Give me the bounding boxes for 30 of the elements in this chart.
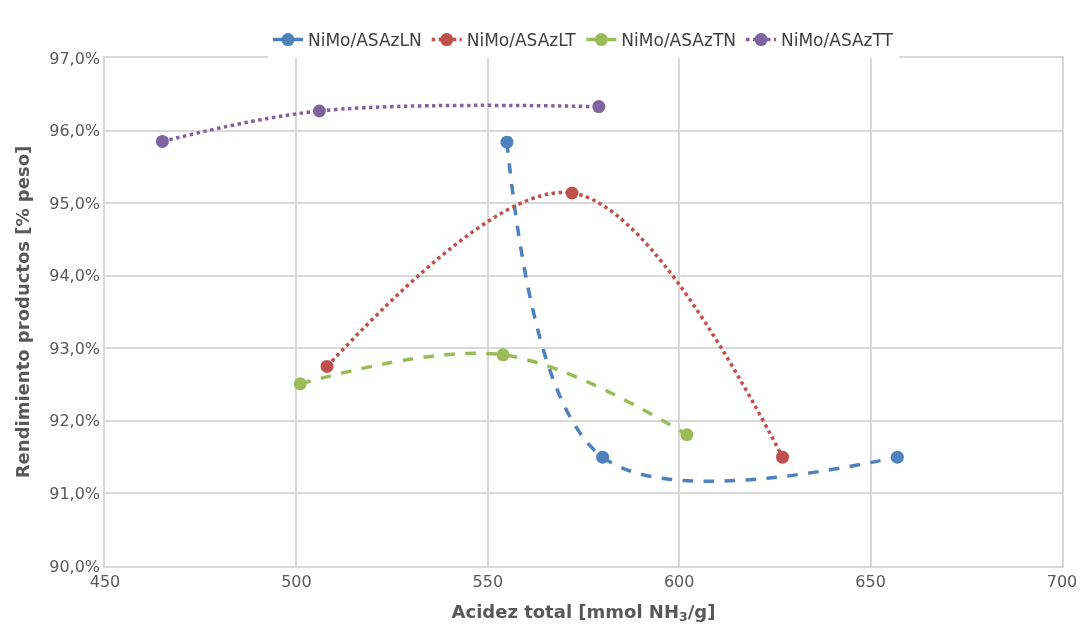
point bbox=[496, 348, 510, 362]
x-tick-label: 550 bbox=[472, 571, 504, 591]
point bbox=[890, 450, 904, 464]
legend-label: NiMo/ASAzTT bbox=[781, 30, 894, 51]
point bbox=[312, 104, 326, 118]
point bbox=[680, 428, 694, 442]
x-tick-label: 600 bbox=[663, 571, 695, 591]
y-tick-label: 91,0% bbox=[49, 484, 101, 504]
x-tick-label: 500 bbox=[281, 571, 312, 591]
y-tick-label: 96,0% bbox=[49, 121, 101, 141]
point bbox=[596, 450, 610, 464]
point bbox=[776, 450, 790, 464]
y-tick-label: 92,0% bbox=[49, 411, 101, 431]
y-axis-title: Rendimiento productos [% peso] bbox=[11, 145, 33, 479]
legend-label: NiMo/ASAzLT bbox=[466, 30, 577, 51]
x-axis-title: Acidez total [mmol NH$_{3}$/g] bbox=[451, 600, 716, 625]
y-tick-label: 97,0% bbox=[49, 48, 101, 68]
point bbox=[293, 377, 307, 391]
point bbox=[320, 359, 334, 373]
y-tick-label: 93,0% bbox=[49, 338, 101, 358]
point bbox=[500, 135, 514, 149]
y-tick-label: 95,0% bbox=[49, 193, 101, 213]
point bbox=[565, 186, 579, 200]
point bbox=[155, 134, 169, 148]
legend-label: NiMo/ASAzLN bbox=[308, 30, 422, 51]
point bbox=[592, 100, 606, 114]
legend-label: NiMo/ASAzTN bbox=[621, 30, 737, 51]
y-tick-label: 94,0% bbox=[49, 266, 101, 286]
x-tick-label: 700 bbox=[1046, 571, 1078, 591]
x-tick-label: 650 bbox=[855, 571, 886, 591]
